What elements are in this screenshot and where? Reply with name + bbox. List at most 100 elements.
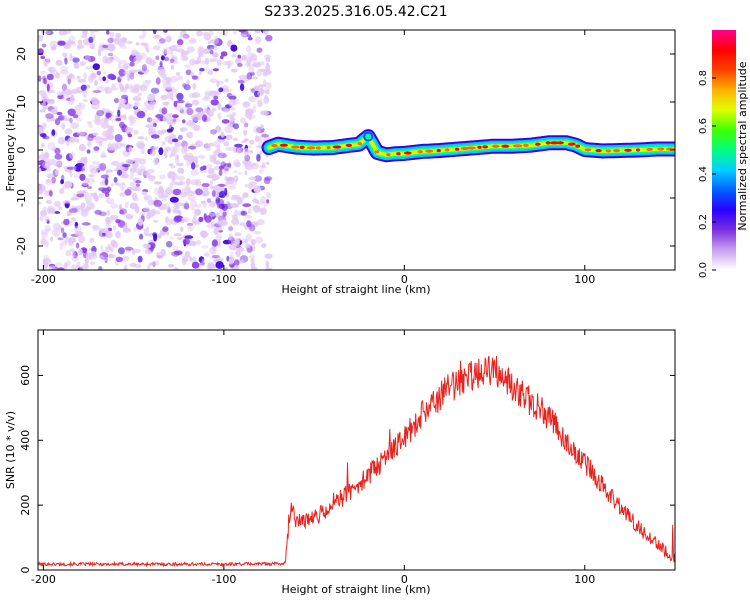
noise-blob bbox=[146, 169, 155, 174]
noise-blob bbox=[232, 241, 237, 248]
noise-blob bbox=[89, 192, 97, 197]
noise-blob bbox=[197, 46, 205, 53]
noise-blob bbox=[191, 75, 198, 80]
noise-blob bbox=[119, 84, 125, 92]
noise-blob bbox=[87, 186, 93, 190]
noise-blob bbox=[81, 222, 91, 226]
ridge-peak bbox=[482, 145, 489, 149]
noise-blob bbox=[214, 37, 219, 45]
noise-blob bbox=[197, 45, 204, 52]
noise-blob bbox=[74, 230, 83, 236]
noise-blob bbox=[260, 110, 269, 116]
noise-blob bbox=[117, 169, 122, 176]
noise-blob bbox=[227, 162, 232, 169]
ridge-peak bbox=[636, 148, 640, 152]
noise-blob bbox=[144, 43, 149, 50]
noise-blob bbox=[171, 173, 179, 180]
noise-blob bbox=[72, 193, 77, 200]
noise-blob bbox=[82, 30, 88, 36]
noise-blob bbox=[82, 90, 88, 99]
noise-blob bbox=[38, 48, 44, 56]
colorbar: 0.0 0.2 0.4 0.6 0.8 Normalized spectral ampl… bbox=[698, 30, 749, 278]
noise-blob bbox=[161, 129, 168, 134]
noise-blob bbox=[144, 124, 153, 128]
noise-blob bbox=[44, 215, 50, 222]
noise-blob bbox=[233, 259, 240, 266]
noise-blob bbox=[146, 104, 155, 111]
noise-blob bbox=[186, 131, 194, 139]
noise-blob bbox=[71, 250, 76, 257]
noise-blob bbox=[139, 211, 146, 217]
noise-blob bbox=[265, 161, 270, 165]
noise-blob bbox=[90, 31, 95, 36]
noise-blob bbox=[104, 177, 109, 186]
noise-blob bbox=[136, 183, 140, 187]
noise-blob bbox=[236, 147, 241, 155]
noise-blob bbox=[38, 201, 42, 206]
x-tick-label: -100 bbox=[211, 273, 236, 286]
noise-blob bbox=[224, 167, 229, 172]
noise-blob bbox=[183, 154, 191, 161]
noise-blob bbox=[129, 181, 138, 188]
noise-blob bbox=[147, 93, 156, 102]
noise-blob bbox=[47, 208, 54, 214]
noise-blob bbox=[206, 198, 212, 204]
noise-blob bbox=[147, 149, 152, 154]
noise-blob bbox=[94, 209, 102, 215]
noise-blob bbox=[153, 181, 162, 185]
noise-blob bbox=[244, 183, 254, 189]
noise-blob bbox=[136, 140, 145, 148]
colorbar-tick-label: 0.6 bbox=[698, 118, 709, 134]
noise-blob bbox=[178, 181, 186, 186]
noise-blob bbox=[42, 258, 50, 263]
noise-blob bbox=[194, 141, 201, 148]
noise-blob bbox=[254, 36, 262, 44]
noise-blob bbox=[220, 51, 228, 57]
spectrogram-x-label: Height of straight line (km) bbox=[281, 283, 430, 296]
noise-blob bbox=[255, 236, 264, 244]
y-tick-label: -20 bbox=[15, 237, 28, 255]
noise-blob bbox=[160, 194, 169, 198]
noise-blob bbox=[120, 186, 124, 192]
noise-blob bbox=[234, 175, 239, 183]
noise-blob bbox=[56, 91, 63, 96]
noise-blob bbox=[115, 58, 121, 62]
noise-blob bbox=[113, 97, 120, 104]
noise-blob bbox=[266, 199, 270, 204]
noise-blob bbox=[71, 255, 79, 262]
noise-blob bbox=[149, 149, 157, 157]
noise-blob bbox=[250, 76, 259, 80]
noise-blob bbox=[55, 72, 61, 79]
colorbar-tick-label: 0.2 bbox=[698, 214, 709, 230]
noise-blob bbox=[261, 243, 267, 249]
noise-blob bbox=[213, 95, 219, 100]
noise-blob bbox=[223, 88, 233, 93]
spectrogram-ridge bbox=[261, 129, 675, 163]
noise-blob bbox=[49, 190, 53, 197]
noise-blob bbox=[78, 235, 86, 244]
noise-blob bbox=[125, 126, 131, 134]
noise-blob bbox=[209, 78, 218, 84]
noise-blob bbox=[250, 262, 256, 270]
noise-blob bbox=[215, 213, 220, 218]
noise-blob bbox=[129, 61, 135, 67]
noise-blob bbox=[69, 117, 73, 124]
noise-blob bbox=[111, 241, 119, 249]
noise-blob bbox=[150, 134, 160, 139]
noise-blob bbox=[60, 227, 65, 234]
noise-blob bbox=[105, 216, 111, 225]
noise-blob bbox=[177, 175, 186, 181]
noise-blob bbox=[201, 114, 208, 122]
noise-blob bbox=[63, 55, 67, 62]
noise-blob bbox=[218, 220, 224, 227]
noise-blob bbox=[76, 190, 83, 195]
noise-blob bbox=[265, 34, 273, 42]
noise-blob bbox=[99, 162, 107, 171]
noise-blob bbox=[232, 137, 238, 142]
noise-blob bbox=[244, 243, 251, 249]
noise-blob bbox=[121, 163, 131, 168]
noise-blob bbox=[143, 195, 150, 200]
noise-blob bbox=[137, 218, 144, 226]
noise-blob bbox=[48, 89, 56, 94]
